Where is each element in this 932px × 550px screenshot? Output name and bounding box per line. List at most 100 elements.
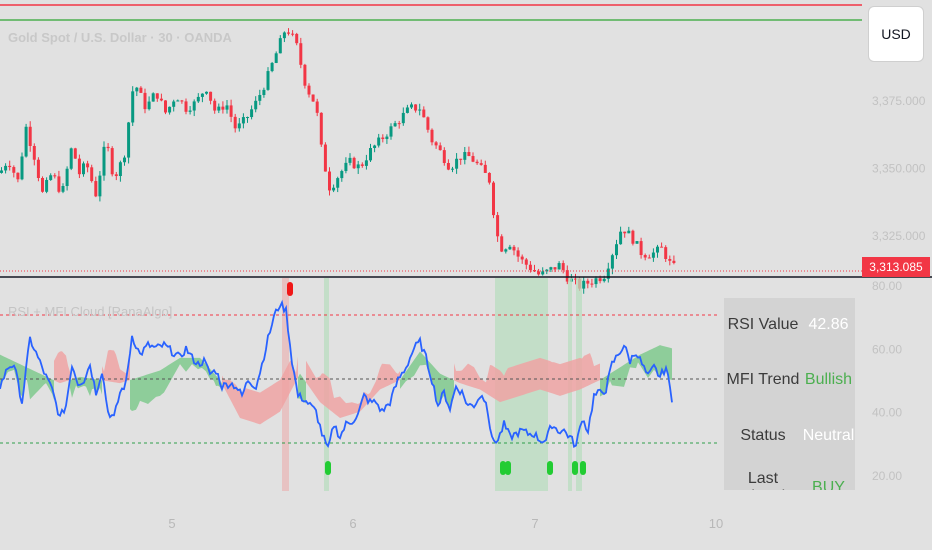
candle-body xyxy=(631,230,635,244)
candle-body xyxy=(377,137,381,146)
candle-body xyxy=(590,283,594,285)
cloud-bearish xyxy=(454,353,600,403)
candle-body xyxy=(414,104,418,111)
candle-body xyxy=(200,93,204,97)
candlestick-series xyxy=(0,28,676,294)
candle-body xyxy=(176,100,180,102)
buy-signal-marker xyxy=(325,461,331,475)
candle-body xyxy=(192,101,196,111)
candle-body xyxy=(668,258,672,261)
candle-body xyxy=(147,101,151,110)
candle-body xyxy=(250,109,254,118)
candle-body xyxy=(262,89,266,96)
candle-body xyxy=(348,157,352,163)
candle-body xyxy=(4,165,8,171)
candle-body xyxy=(430,129,434,143)
stat-label: Last Signal xyxy=(741,470,785,490)
candle-body xyxy=(467,152,471,157)
candle-body xyxy=(196,96,200,102)
candle-body xyxy=(405,107,409,113)
candle-body xyxy=(557,263,561,270)
indicator-axis: 80.00 60.00 40.00 20.00 xyxy=(872,279,902,483)
candle-body xyxy=(463,152,467,160)
stat-value: 42.86 xyxy=(808,316,849,333)
candle-body xyxy=(594,278,598,285)
rsi-line xyxy=(0,299,673,448)
candle-body xyxy=(323,144,327,172)
candle-body xyxy=(106,146,110,149)
candle-body xyxy=(360,164,364,166)
candle-body xyxy=(184,101,188,112)
currency-button[interactable]: USD xyxy=(868,6,924,62)
candle-body xyxy=(225,105,229,110)
candle-body xyxy=(295,33,299,44)
candle-body xyxy=(49,175,53,180)
stat-label: MFI Trend xyxy=(726,371,800,388)
candle-body xyxy=(274,53,278,63)
candle-body xyxy=(442,150,446,163)
candle-body xyxy=(77,158,81,175)
candle-body xyxy=(0,170,3,173)
candle-body xyxy=(344,162,348,172)
candle-body xyxy=(94,181,98,197)
candle-body xyxy=(319,112,323,145)
candle-body xyxy=(41,177,44,192)
candle-body xyxy=(118,162,122,177)
candle-body xyxy=(401,112,405,124)
candle-body xyxy=(258,95,262,101)
candle-body xyxy=(237,123,241,129)
candle-body xyxy=(410,104,413,108)
candle-body xyxy=(500,236,504,252)
candle-body xyxy=(159,98,163,101)
candle-body xyxy=(303,64,307,86)
buy-signal-marker xyxy=(505,461,511,475)
candle-body xyxy=(537,271,541,275)
candle-body xyxy=(69,148,73,169)
candle-body xyxy=(520,256,524,260)
candle-body xyxy=(508,246,512,250)
candle-body xyxy=(20,156,24,180)
price-tick-label: 3,375.000 xyxy=(872,94,926,108)
candle-body xyxy=(98,175,102,197)
candle-body xyxy=(549,267,553,270)
candle-body xyxy=(381,137,385,140)
candle-body xyxy=(586,280,590,284)
price-tick-label: 3,325.000 xyxy=(872,229,926,243)
candle-body xyxy=(254,100,258,110)
indicator-tick-label: 60.00 xyxy=(872,342,902,356)
candle-body xyxy=(340,171,344,179)
stat-row-mfi-trend: MFI Trend Bullish xyxy=(724,368,855,392)
candle-body xyxy=(561,263,565,271)
candle-body xyxy=(516,250,520,257)
buy-signal-marker xyxy=(572,461,578,475)
candle-body xyxy=(332,187,336,191)
candle-body xyxy=(282,32,286,39)
stat-value: Neutral xyxy=(802,427,855,444)
candle-body xyxy=(45,179,49,192)
candle-body xyxy=(664,247,668,259)
candle-body xyxy=(73,148,77,159)
candle-body xyxy=(110,148,114,175)
candle-body xyxy=(352,157,356,169)
candle-body xyxy=(504,249,508,252)
cloud-bearish xyxy=(54,351,70,384)
candle-body xyxy=(12,167,16,173)
candle-body xyxy=(164,100,167,113)
indicator-tick-label: 20.00 xyxy=(872,469,902,483)
candle-body xyxy=(24,126,28,157)
candle-body xyxy=(647,257,651,259)
candle-body xyxy=(553,267,557,270)
candle-body xyxy=(127,122,131,158)
candle-body xyxy=(422,109,426,118)
candle-body xyxy=(487,172,491,183)
cloud-bullish xyxy=(600,345,672,397)
candle-body xyxy=(471,156,475,162)
candle-body xyxy=(270,62,274,72)
candle-body xyxy=(209,91,213,101)
candle-body xyxy=(512,246,516,251)
candle-body xyxy=(135,87,139,92)
candle-body xyxy=(229,105,233,117)
candle-body xyxy=(233,116,237,129)
stat-row-last-signal: Last Signal BUY xyxy=(724,470,855,490)
candle-body xyxy=(602,278,606,282)
